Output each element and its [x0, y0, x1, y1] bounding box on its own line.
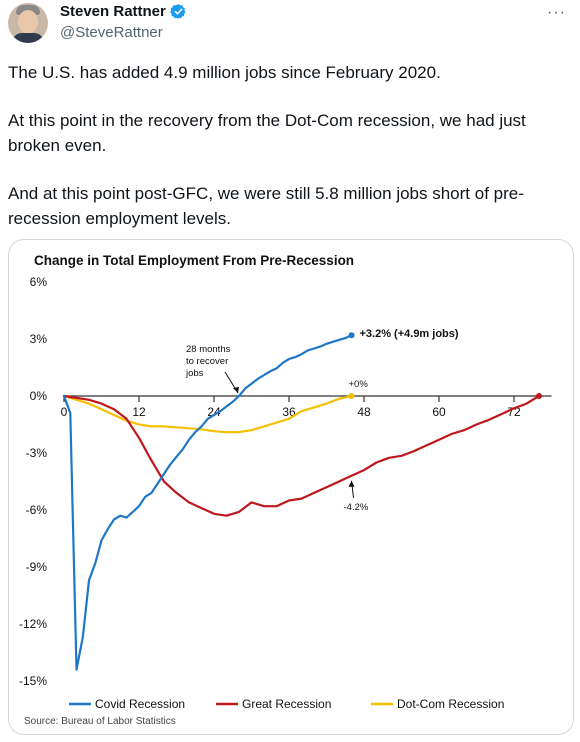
- x-tick-label: 0: [61, 405, 68, 419]
- author-row: Steven Rattner: [60, 3, 187, 20]
- legend-label: Dot-Com Recession: [397, 697, 504, 711]
- x-tick-label: 12: [132, 405, 146, 419]
- author-handle[interactable]: @SteveRattner: [60, 24, 163, 41]
- annotation-recover-text: jobs: [185, 368, 204, 379]
- y-tick-label: 3%: [30, 332, 48, 346]
- x-tick-label: 24: [207, 405, 221, 419]
- y-tick-label: 0%: [30, 389, 48, 403]
- y-tick-label: -6%: [26, 503, 48, 517]
- annotation-great-value: -4.2%: [344, 502, 369, 513]
- employment-chart: Change in Total Employment From Pre-Rece…: [19, 253, 552, 727]
- chart-title: Change in Total Employment From Pre-Rece…: [34, 253, 354, 268]
- legend-label: Great Recession: [242, 697, 331, 711]
- avatar-shirt: [12, 33, 44, 43]
- annotation-dotcom-value: +0%: [349, 379, 369, 390]
- tweet-paragraph-2: At this point in the recovery from the D…: [8, 111, 526, 155]
- more-options-icon[interactable]: ···: [547, 4, 566, 21]
- annotation-recover-text: 28 months: [186, 344, 231, 355]
- y-tick-label: 6%: [30, 275, 48, 289]
- series-line-dot-com-recession: [62, 394, 353, 434]
- avatar-face: [18, 10, 38, 34]
- legend-label: Covid Recession: [95, 697, 185, 711]
- annotation-great-arrowhead: [348, 480, 355, 487]
- annotation-recover-text: to recover: [186, 356, 228, 367]
- avatar[interactable]: [8, 3, 48, 43]
- series-endpoint: [348, 393, 355, 399]
- tweet-paragraph-3: And at this point post-GFC, we were stil…: [8, 184, 524, 228]
- tweet-text: The U.S. has added 4.9 million jobs sinc…: [8, 60, 568, 254]
- y-tick-label: -12%: [19, 617, 47, 631]
- tweet-paragraph-1: The U.S. has added 4.9 million jobs sinc…: [8, 63, 441, 82]
- series-line-great-recession: [62, 394, 541, 517]
- y-tick-label: -9%: [26, 560, 48, 574]
- x-tick-label: 48: [357, 405, 371, 419]
- series-endpoint: [536, 393, 542, 399]
- x-tick-label: 72: [507, 405, 521, 419]
- annotation-recover-arrowhead: [233, 387, 239, 393]
- x-tick-label: 60: [432, 405, 446, 419]
- author-name[interactable]: Steven Rattner: [60, 3, 166, 20]
- series-line-covid-recession: [62, 334, 353, 671]
- verified-badge-icon: [170, 4, 186, 19]
- series-endpoint: [348, 332, 355, 339]
- annotation-covid-value: +3.2% (+4.9m jobs): [360, 328, 459, 340]
- chart-card[interactable]: Change in Total Employment From Pre-Rece…: [8, 239, 574, 735]
- y-tick-label: -3%: [26, 446, 48, 460]
- chart-source: Source: Bureau of Labor Statistics: [24, 716, 176, 727]
- y-tick-label: -15%: [19, 674, 47, 688]
